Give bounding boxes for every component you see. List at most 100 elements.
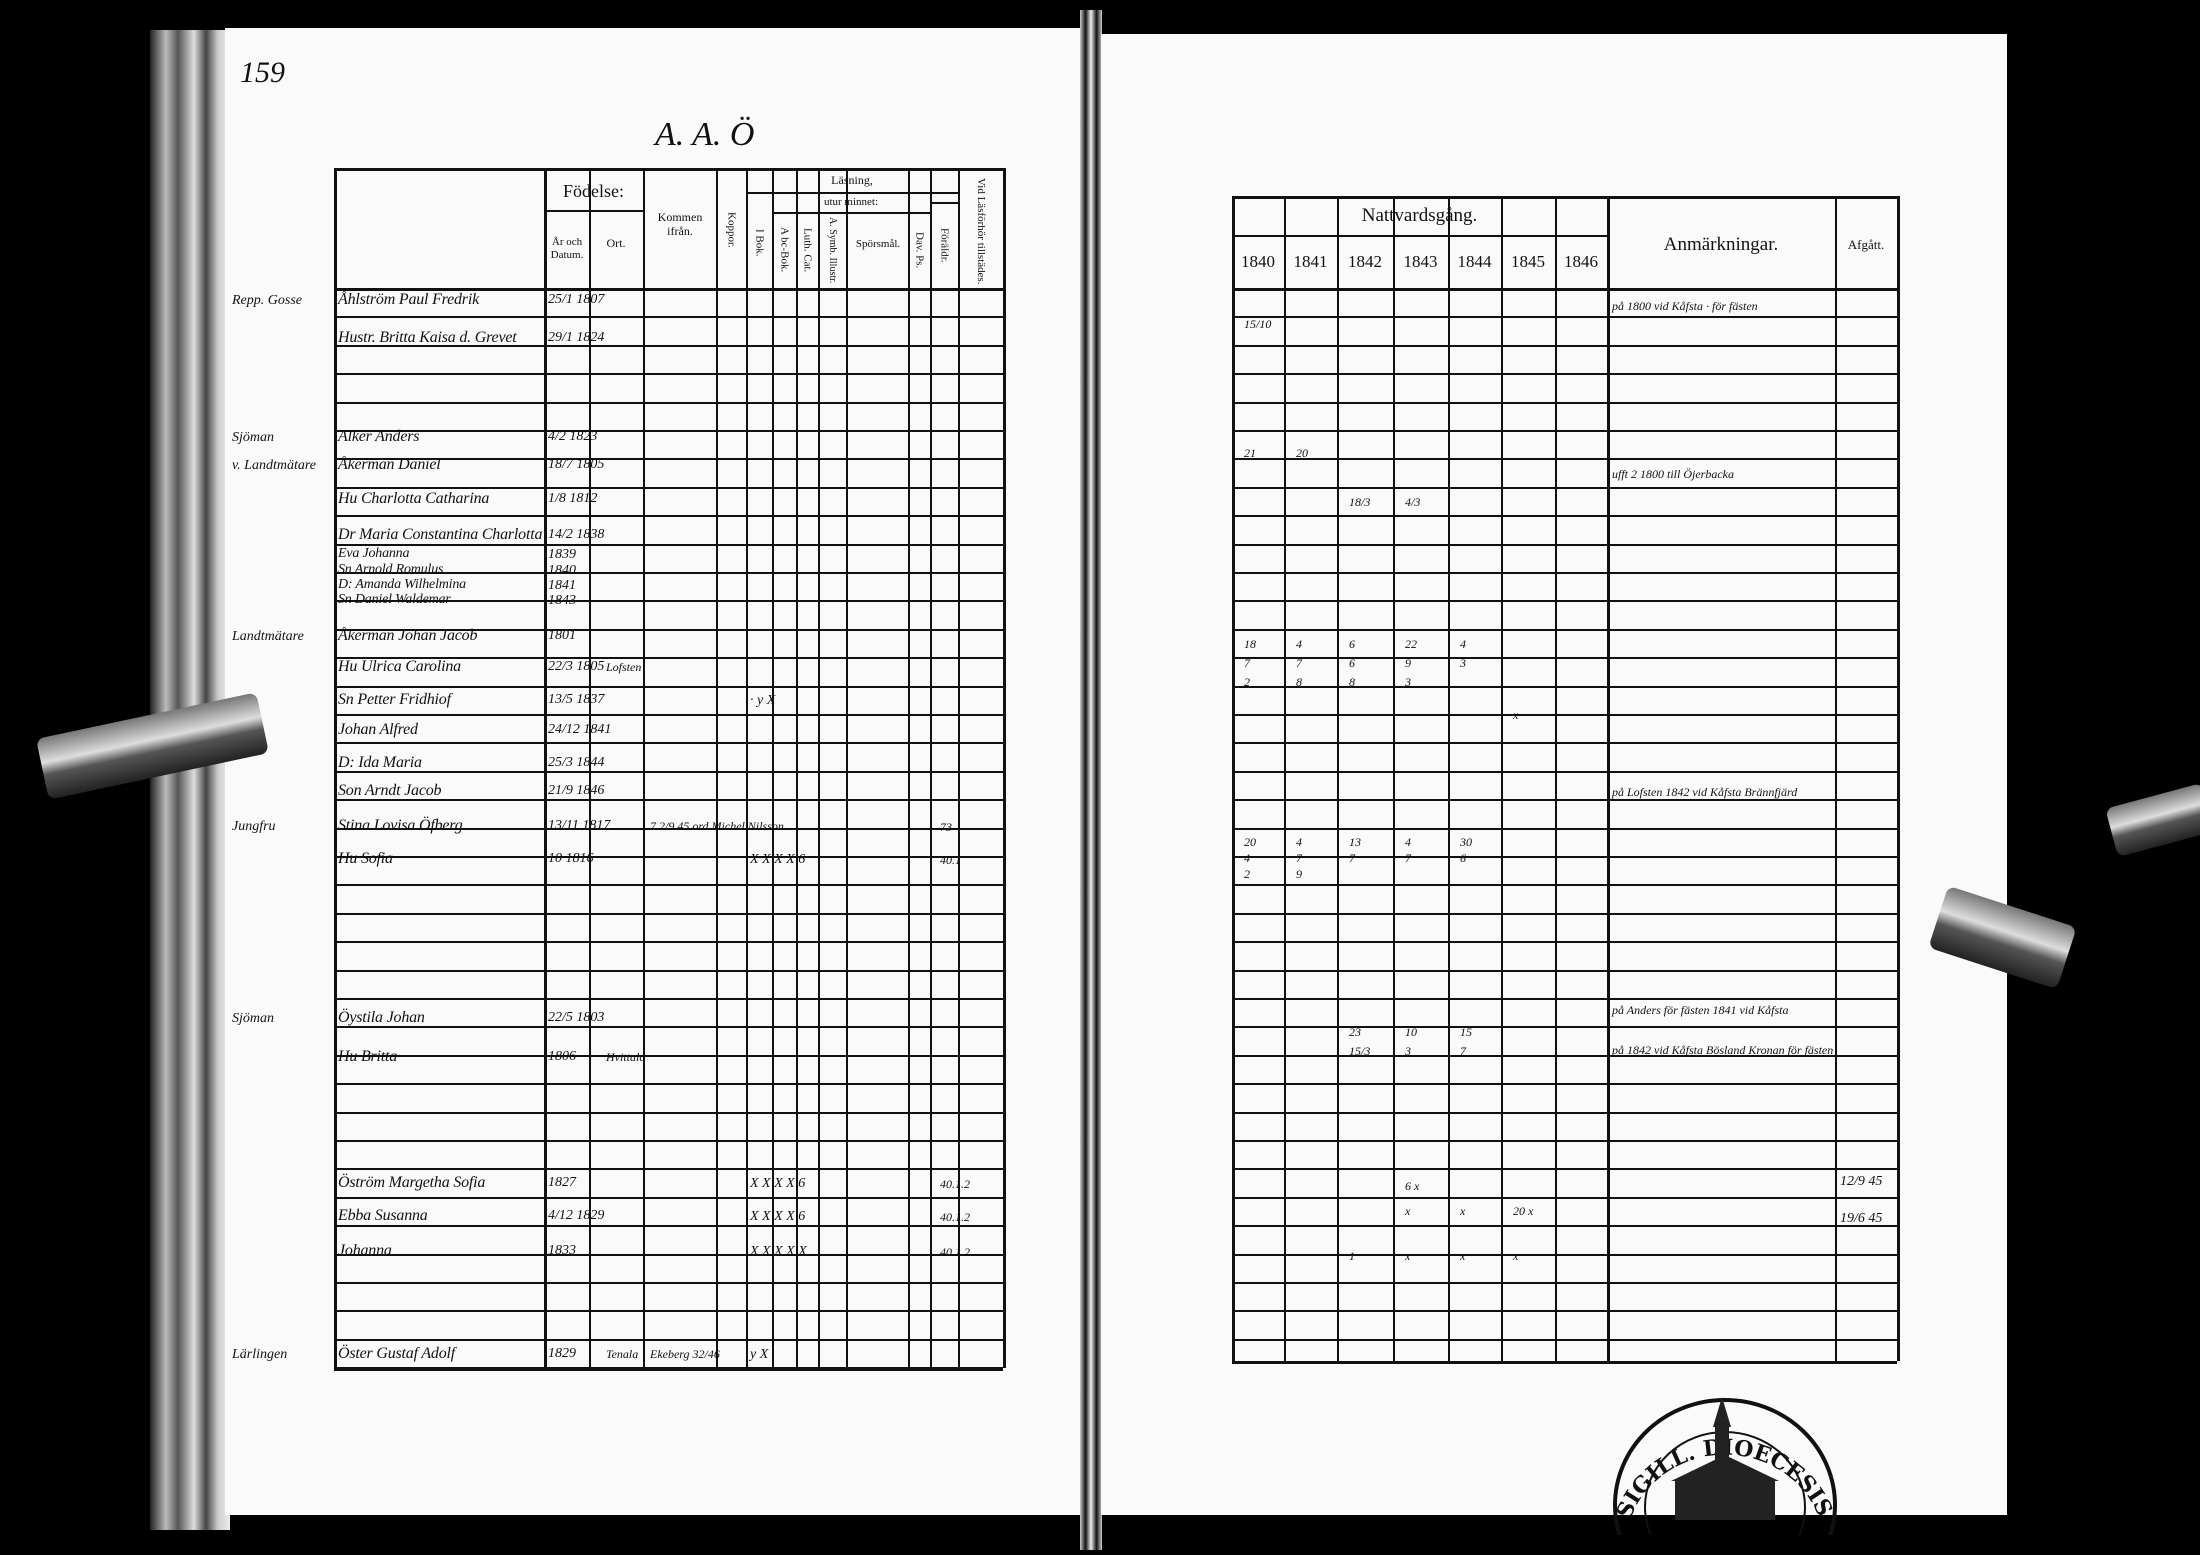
communion-mark: 15/10: [1244, 317, 1272, 331]
entry-birth-date: 1833: [548, 1243, 576, 1258]
rule-line: [334, 629, 1003, 631]
rule-line: [1232, 600, 1897, 602]
rule-line: [1232, 771, 1897, 773]
communion-mark: 2: [1244, 867, 1250, 881]
entry-birth-date: 1/8 1812: [548, 491, 598, 506]
rule-line: [1232, 1282, 1897, 1284]
communion-mark: 1: [1349, 1249, 1355, 1263]
rule-line: [334, 1339, 1003, 1341]
entry-name: Sn Daniel Waldemar: [338, 592, 451, 607]
header-koppor: Koppor.: [725, 212, 738, 248]
entry-name: Åhlström Paul Fredrik: [338, 291, 479, 308]
rule-line: [643, 168, 645, 1368]
communion-mark: 4: [1460, 637, 1466, 651]
header-symb: A. Symb. Illustr.: [826, 216, 838, 284]
communion-mark: 8: [1296, 675, 1302, 689]
entry-birth-date: 13/5 1837: [548, 692, 605, 707]
rule-line: [334, 884, 1003, 886]
entry-birth-date: 10 1816: [548, 851, 594, 866]
entry-name: Åkerman Daniel: [338, 456, 441, 473]
entry-present: 73: [940, 820, 952, 834]
rule-line: [334, 316, 1003, 318]
communion-mark: 7: [1296, 656, 1302, 670]
entry-name: Hu Charlotta Catharina: [338, 490, 490, 507]
communion-mark: 4: [1296, 835, 1302, 849]
communion-mark: 30: [1460, 835, 1472, 849]
entry-reading-marks: X X X X X: [750, 1244, 807, 1259]
communion-mark: 2: [1244, 675, 1250, 689]
entry-name: Sn Arnold Romulus: [338, 562, 444, 577]
entry-name: Stina Lovisa Öfberg: [338, 817, 463, 834]
rule-line: [1232, 544, 1897, 546]
entry-from: Ekeberg 32/46: [650, 1347, 720, 1361]
rule-line: [846, 168, 848, 1368]
communion-mark: 4: [1296, 637, 1302, 651]
rule-line: [1232, 970, 1897, 972]
rule-line: [334, 1254, 1003, 1256]
entry-birth-date: 4/12 1829: [548, 1208, 605, 1223]
rule-line: [334, 1368, 1003, 1371]
rule-line: [334, 1197, 1003, 1199]
entry-name: Eva Johanna: [338, 546, 410, 561]
rule-line: [334, 1310, 1003, 1312]
rule-line: [818, 168, 820, 1368]
entry-birth-date: 18/7 1805: [548, 457, 605, 472]
departed-date: 19/6 45: [1840, 1211, 1883, 1226]
cathedral-icon: [1671, 1397, 1779, 1520]
entry-birth-date: 1806: [548, 1049, 576, 1064]
header-year: 1840: [1241, 252, 1275, 272]
rule-line: [334, 168, 1003, 171]
rule-line: [1393, 196, 1395, 1361]
communion-mark: 18/3: [1349, 495, 1371, 509]
entry-name: Åkerman Johan Jacob: [338, 627, 478, 644]
communion-mark: 3: [1460, 656, 1466, 670]
communion-mark: 3: [1405, 675, 1411, 689]
rule-line: [1232, 1083, 1897, 1085]
rule-line: [1232, 345, 1897, 347]
header-afgatt: Afgått.: [1847, 236, 1885, 252]
rule-line: [334, 856, 1003, 858]
book-gutter: [1080, 10, 1102, 1550]
rule-line: [334, 771, 1003, 773]
entry-present: 40.1.2: [940, 1177, 970, 1191]
entry-present: 40.1.2: [940, 1210, 970, 1224]
communion-mark: 15/3: [1349, 1044, 1371, 1058]
entry-reading-marks: · y X: [750, 693, 776, 708]
rule-line: [1232, 1339, 1897, 1341]
rule-line: [716, 168, 718, 1368]
rule-line: [1232, 998, 1897, 1000]
header-nattvardsgang: Nattvardsgång.: [1361, 204, 1478, 226]
communion-mark: 10: [1405, 1025, 1417, 1039]
remark-text: på Anders för fästen 1841 vid Kåfsta: [1612, 1003, 1789, 1017]
entry-name: Öström Margetha Sofia: [338, 1174, 486, 1191]
communion-mark: x: [1460, 1249, 1466, 1263]
rule-line: [334, 600, 1003, 602]
rule-line: [544, 168, 547, 1368]
entry-name: Hustr. Britta Kaisa d. Grevet: [338, 329, 517, 346]
rule-line: [746, 168, 748, 1368]
entry-birth-date: 1841: [548, 578, 576, 593]
rule-line: [796, 168, 798, 1368]
margin-occupation: Landtmätare: [232, 629, 304, 644]
rule-line: [1232, 1197, 1897, 1199]
entry-name: Hu Britta: [338, 1048, 398, 1065]
communion-mark: 15: [1460, 1025, 1472, 1039]
rule-line: [1232, 856, 1897, 858]
communion-mark: 13: [1349, 835, 1361, 849]
rule-line: [334, 998, 1003, 1000]
rule-line: [334, 828, 1003, 830]
communion-mark: 6: [1460, 851, 1466, 865]
rule-line: [1337, 196, 1339, 1361]
header-year: 1841: [1293, 252, 1328, 272]
rule-line: [1232, 828, 1897, 830]
rule-line: [1232, 196, 1897, 199]
margin-occupation: v. Landtmätare: [232, 458, 316, 473]
communion-mark: 7: [1349, 851, 1355, 865]
communion-mark: 7: [1405, 851, 1411, 865]
communion-mark: 3: [1405, 1044, 1411, 1058]
communion-mark: 9: [1296, 867, 1302, 881]
entry-from: 7 2/9 45 ord Michel Nilsson: [650, 819, 784, 833]
margin-occupation: Repp. Gosse: [232, 293, 302, 308]
entry-name: Son Arndt Jacob: [338, 782, 442, 799]
rule-line: [1003, 168, 1006, 1368]
